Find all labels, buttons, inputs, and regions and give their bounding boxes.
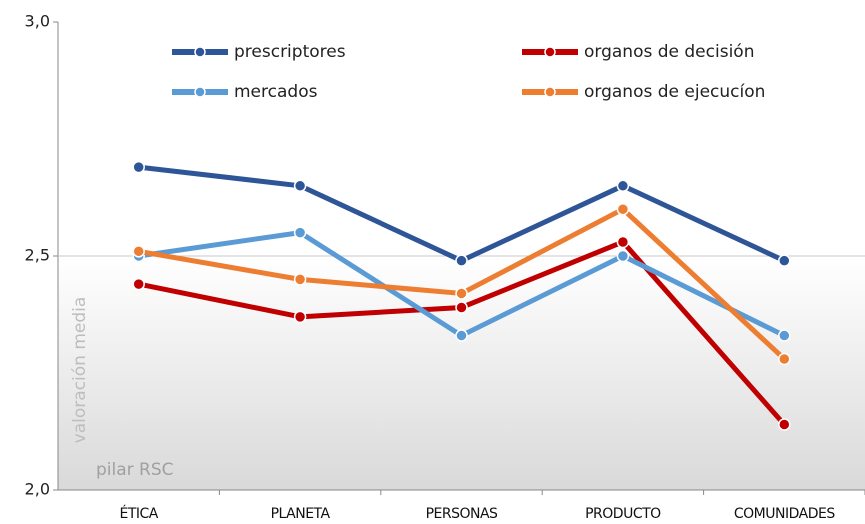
data-point (778, 352, 791, 366)
data-point (455, 329, 468, 342)
data-point (778, 329, 791, 342)
legend-marker (194, 46, 206, 58)
x-tick-label: PERSONAS (426, 506, 498, 522)
series-line (138, 164, 786, 264)
data-point (455, 287, 468, 300)
x-tick-label: COMUNIDADES (734, 506, 835, 522)
legend-marker (544, 46, 556, 58)
data-point (778, 254, 791, 267)
data-point (132, 245, 145, 258)
data-point (293, 179, 307, 193)
legend-marker (544, 86, 556, 98)
x-tick-label: ÉTICA (120, 505, 159, 522)
data-point (455, 301, 468, 314)
data-point (778, 418, 791, 431)
data-point (132, 277, 145, 291)
y-axis-label: valoración media (70, 297, 90, 444)
legend-marker (194, 86, 206, 98)
y-tick-label: 2,0 (25, 480, 50, 499)
data-point (293, 273, 307, 286)
data-point (132, 160, 145, 174)
x-tick-label: PRODUCTO (585, 506, 661, 522)
legend-label: mercados (234, 82, 318, 102)
x-tick-label: PLANETA (271, 506, 331, 522)
legend-label: prescriptores (234, 42, 346, 62)
data-point (293, 310, 307, 324)
legend-label: organos de ejecucíon (584, 82, 765, 102)
data-point (616, 249, 630, 263)
data-point (616, 202, 630, 216)
y-tick-label: 2,5 (25, 246, 50, 265)
data-point (455, 254, 468, 267)
x-axis-label: pilar RSC (96, 460, 174, 480)
legend-label: organos de decisión (584, 42, 754, 62)
data-point (616, 179, 630, 193)
y-tick-label: 3,0 (25, 12, 50, 31)
data-point (293, 226, 307, 239)
data-point (616, 235, 630, 249)
